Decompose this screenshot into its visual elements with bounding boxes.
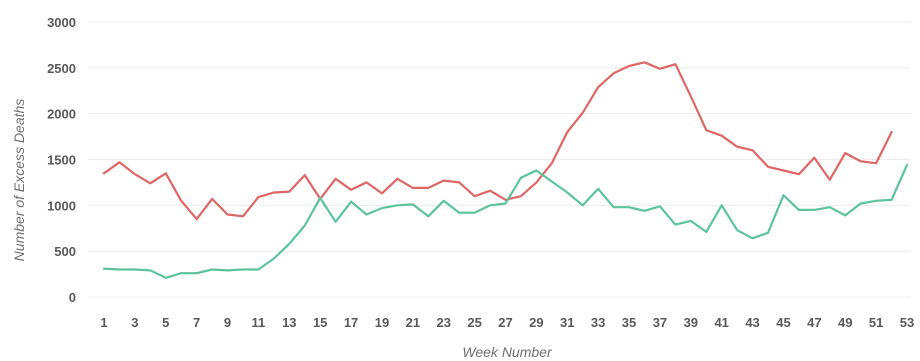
x-tick-label: 33 [591, 315, 605, 330]
x-tick-label: 37 [653, 315, 667, 330]
x-tick-label: 41 [714, 315, 728, 330]
x-tick-label: 21 [406, 315, 420, 330]
x-tick-label: 13 [282, 315, 296, 330]
x-tick-label: 43 [745, 315, 759, 330]
y-tick-label: 2500 [47, 61, 76, 76]
x-tick-label: 19 [375, 315, 389, 330]
x-tick-label: 35 [622, 315, 636, 330]
x-tick-label: 49 [838, 315, 852, 330]
x-tick-label: 5 [162, 315, 169, 330]
y-tick-label: 1000 [47, 198, 76, 213]
x-tick-label: 1 [100, 315, 107, 330]
y-tick-label: 0 [69, 290, 76, 305]
x-tick-label: 53 [900, 315, 914, 330]
y-tick-label: 1500 [47, 153, 76, 168]
y-tick-label: 500 [54, 244, 76, 259]
gridlines [88, 21, 911, 298]
x-tick-label: 11 [252, 315, 266, 330]
x-tick-label: 23 [436, 315, 450, 330]
x-tick-label: 39 [684, 315, 698, 330]
x-tick-label: 9 [224, 315, 231, 330]
series-line-1 [102, 61, 893, 221]
y-tick-label: 2000 [47, 107, 76, 122]
y-axis-tick-labels: 0 500 1000 1500 2000 2500 3000 [47, 15, 76, 305]
x-tick-label: 17 [344, 315, 358, 330]
x-axis-title: Week Number [462, 344, 553, 360]
x-tick-label: 51 [869, 315, 883, 330]
x-tick-label: 15 [313, 315, 327, 330]
y-axis-title: Number of Excess Deaths [11, 99, 27, 262]
x-tick-label: 3 [131, 315, 138, 330]
x-axis-tick-labels: 1 3 5 7 9 11 13 15 17 19 21 23 25 27 29 31 33 35 37 39 41 43 4… [100, 315, 914, 330]
series-lines [102, 61, 909, 279]
x-tick-label: 47 [807, 315, 821, 330]
x-tick-label: 27 [498, 315, 512, 330]
y-tick-label: 3000 [47, 15, 76, 30]
x-tick-label: 7 [193, 315, 200, 330]
x-tick-label: 31 [560, 315, 574, 330]
series-line-2 [102, 163, 909, 279]
x-tick-label: 29 [529, 315, 543, 330]
x-tick-label: 45 [776, 315, 790, 330]
x-tick-label: 25 [467, 315, 481, 330]
